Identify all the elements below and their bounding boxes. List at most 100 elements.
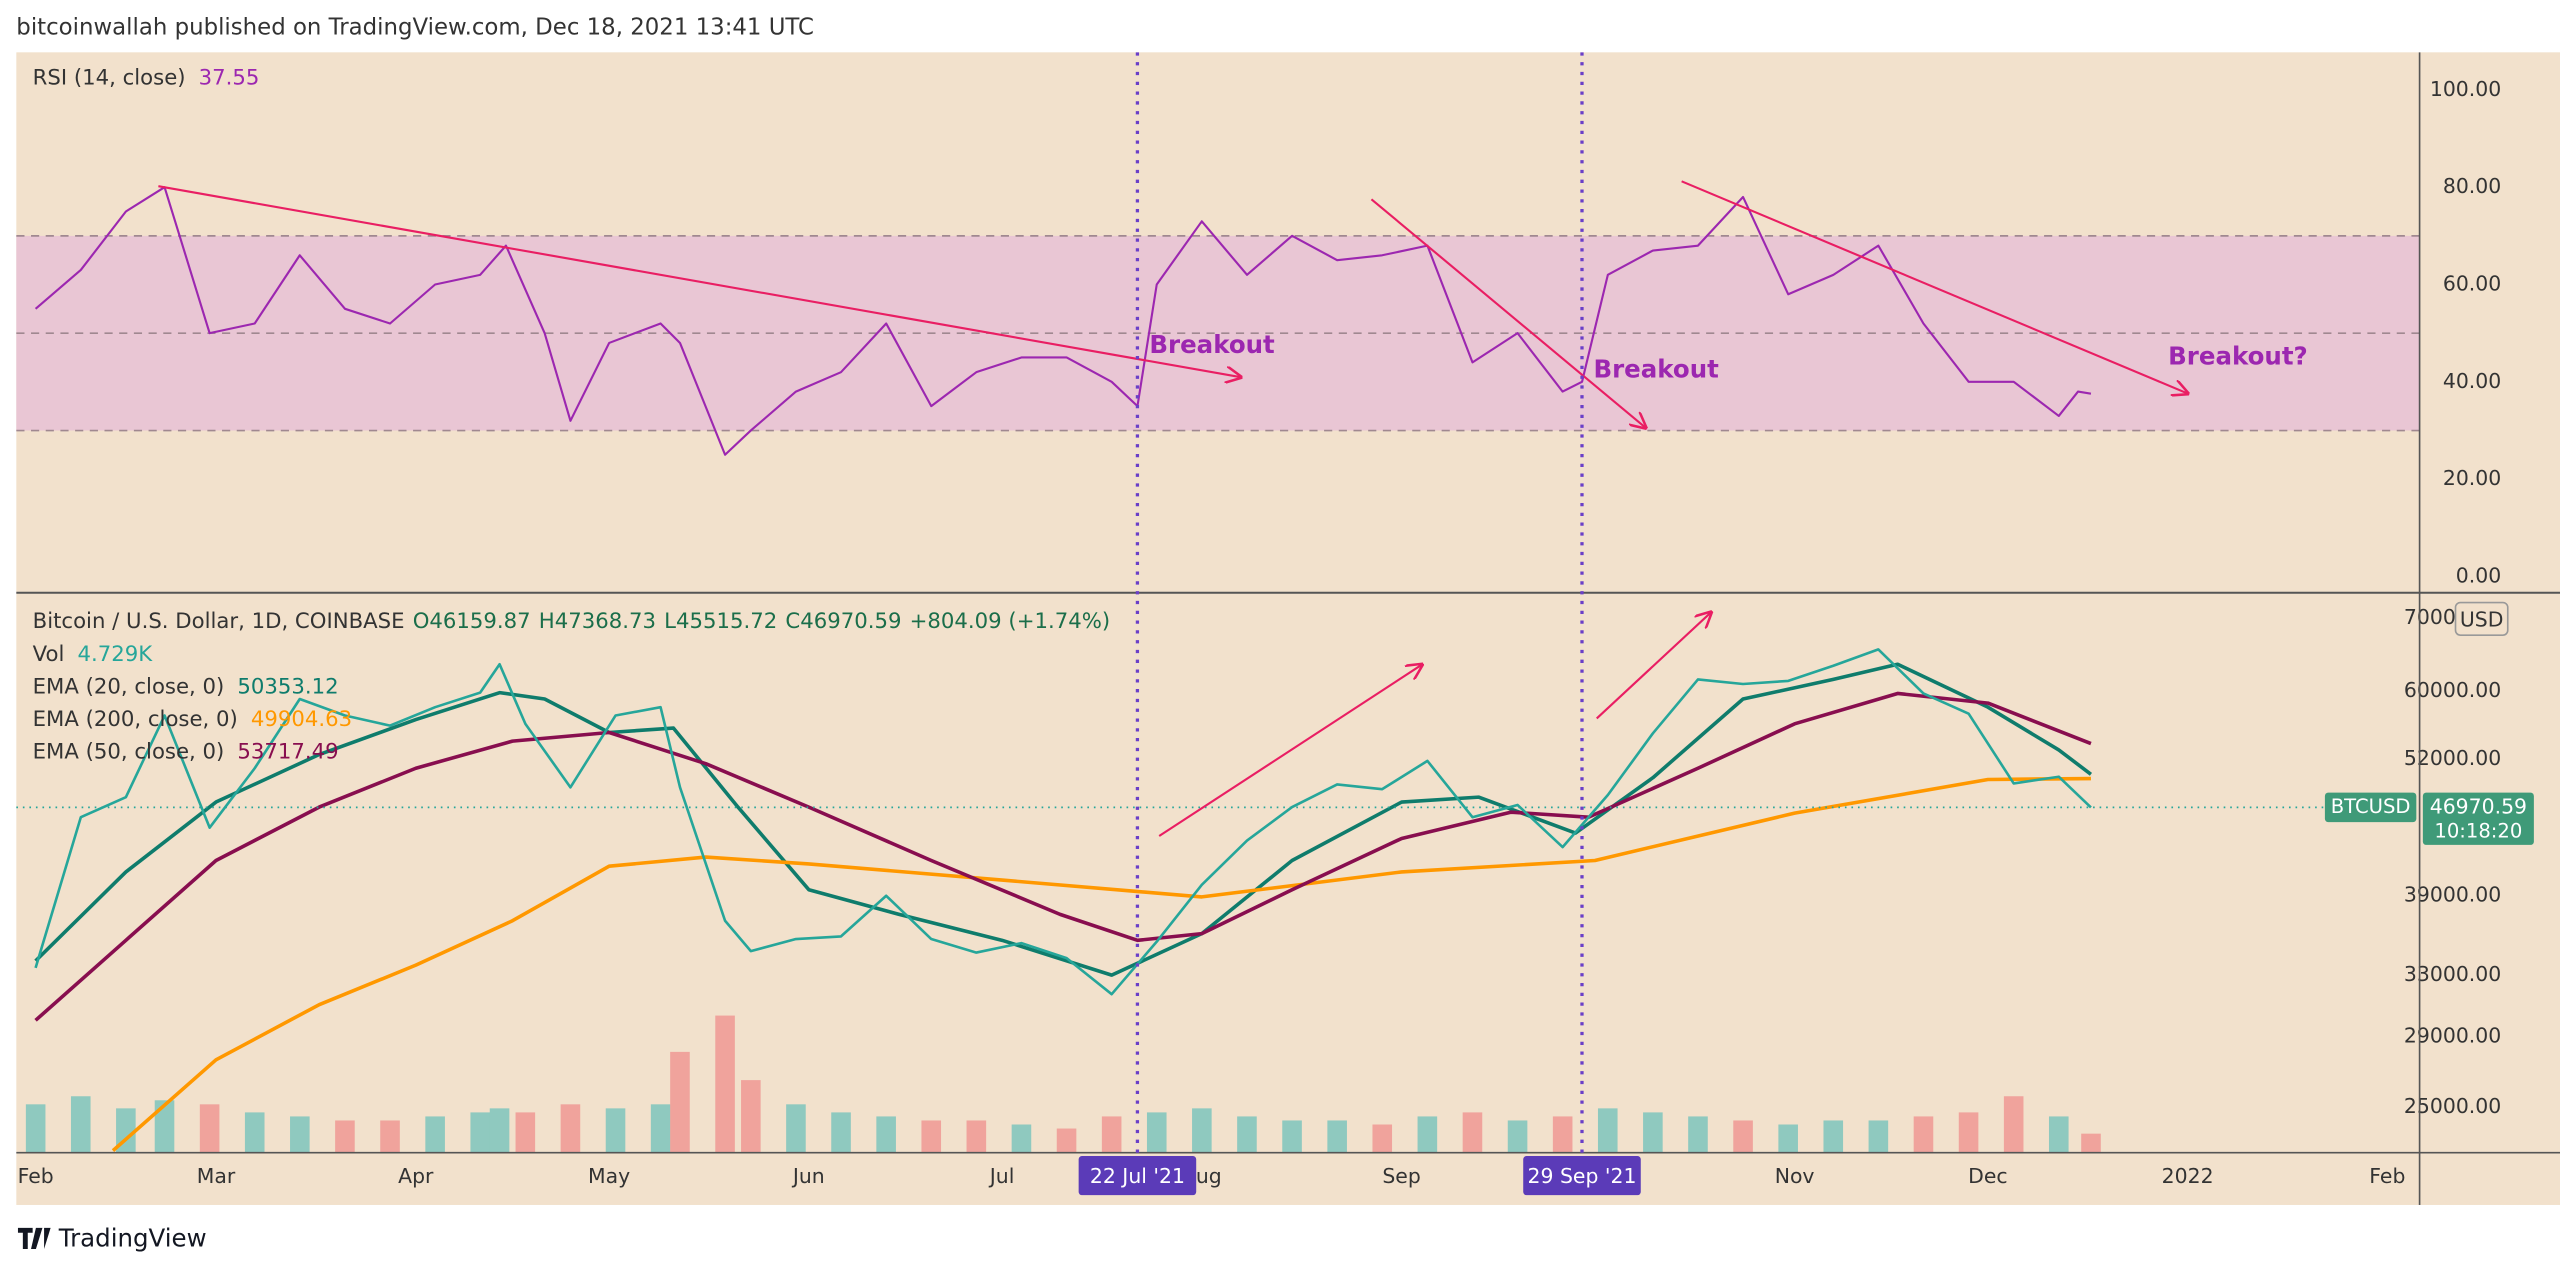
volume-bar — [470, 1112, 491, 1153]
x-tick-label: Mar — [197, 1164, 236, 1188]
volume-bar — [605, 1108, 626, 1153]
logo-icon — [17, 1227, 51, 1250]
volume-bar — [1552, 1116, 1573, 1153]
volume-bar — [2081, 1133, 2101, 1153]
volume-bar — [1643, 1112, 1663, 1153]
price-tick-label: 29000.00 — [2404, 1023, 2501, 1047]
volume-bar — [650, 1104, 671, 1153]
volume-bar — [70, 1096, 91, 1153]
volume-bar — [1868, 1120, 1889, 1153]
currency-box — [2454, 601, 2509, 636]
ema-name: EMA (50, close, 0) — [33, 740, 225, 765]
ema-value: 49904.63 — [251, 707, 352, 732]
volume-bar — [1056, 1128, 1077, 1153]
volume-value: 4.729K — [77, 642, 153, 667]
volume-bar — [1417, 1116, 1438, 1153]
price-tick-label: 60000.00 — [2404, 678, 2501, 702]
symbol-tag-label: BTCUSD — [2331, 795, 2411, 818]
price-legend: Bitcoin / U.S. Dollar, 1D, COINBASE O4615… — [33, 609, 1111, 634]
x-tick-label: Dec — [1968, 1164, 2007, 1188]
volume-bar — [560, 1104, 581, 1153]
ema-name: EMA (20, close, 0) — [33, 674, 225, 699]
ohlc-label: O46159.87 — [413, 609, 531, 634]
x-tick-label: Apr — [398, 1164, 434, 1188]
trend-line — [158, 185, 1240, 377]
ohlc-label: +804.09 (+1.74%) — [910, 609, 1111, 634]
rsi-tick-label: 80.00 — [2443, 174, 2501, 198]
ohlc-label: H47368.73 — [539, 609, 656, 634]
rsi-tick-label: 100.00 — [2430, 77, 2501, 101]
x-tick-label: Feb — [2369, 1164, 2405, 1188]
volume-bar — [786, 1104, 806, 1153]
marker-label: 29 Sep '21 — [1528, 1164, 1637, 1188]
price-tick-label: 25000.00 — [2404, 1094, 2501, 1118]
volume-bar — [380, 1120, 400, 1153]
volume-bar — [1192, 1108, 1212, 1153]
tv-logo: TradingView — [17, 1223, 207, 1252]
volume-bar — [1372, 1124, 1393, 1153]
volume-bar — [515, 1112, 536, 1153]
volume-bar — [1011, 1124, 1032, 1153]
ohlc-label: C46970.59 — [785, 609, 901, 634]
rsi-tick-label: 60.00 — [2443, 272, 2501, 296]
volume-bar — [831, 1112, 851, 1153]
volume-bar — [244, 1112, 265, 1153]
x-tick-label: Feb — [18, 1164, 54, 1188]
annotation: Breakout? — [2168, 342, 2308, 371]
trend-line — [1158, 665, 1422, 837]
volume-bar — [290, 1116, 310, 1153]
marker-box — [1523, 1156, 1641, 1196]
volume-bar — [1913, 1116, 1934, 1153]
trend-lines — [158, 180, 2188, 837]
x-tick-label: 2022 — [2162, 1164, 2214, 1188]
ema-line — [111, 776, 2091, 1152]
rsi-value: 37.55 — [199, 65, 260, 90]
x-tick-label: Sep — [1382, 1164, 1420, 1188]
volume-bar — [1282, 1120, 1302, 1153]
rsi-line — [34, 186, 2092, 456]
x-tick-label: Nov — [1775, 1164, 1815, 1188]
ohlc-label: L45515.72 — [664, 609, 777, 634]
volume-bar — [966, 1120, 987, 1153]
rsi-title: RSI (14, close) — [33, 65, 186, 90]
symbol-title: Bitcoin / U.S. Dollar, 1D, COINBASE — [33, 609, 405, 634]
volume-bar — [1778, 1124, 1798, 1153]
volume-bar — [1688, 1116, 1708, 1153]
volume-bar — [25, 1104, 46, 1153]
ema-legend: EMA (200, close, 0) 49904.63 — [33, 707, 352, 732]
volume-bar — [1462, 1112, 1483, 1153]
price-tick-label: 33000.00 — [2404, 962, 2501, 986]
volume-name: Vol — [33, 642, 65, 667]
trend-line — [1681, 180, 2188, 393]
rsi-tick-label: 0.00 — [2456, 564, 2501, 588]
ema-legend: EMA (50, close, 0) 53717.49 — [33, 740, 339, 765]
volume-bar — [335, 1120, 355, 1153]
ema-value: 53717.49 — [237, 740, 338, 765]
footer-bg — [0, 1204, 2560, 1272]
overlay-layer: Breakout Breakout Breakout? Bitcoin / U.S. … — [33, 52, 2534, 1196]
volume-bar — [199, 1104, 220, 1153]
annotation: Breakout — [1593, 355, 1719, 384]
volume-legend: Vol 4.729K — [33, 642, 154, 667]
price-tick-label: 39000.00 — [2404, 883, 2501, 907]
volume-bar — [715, 1015, 735, 1153]
volume-bar — [741, 1080, 761, 1153]
volume-bar — [2003, 1096, 2024, 1153]
trend-line — [1370, 198, 1645, 428]
trend-line — [1596, 612, 1711, 720]
volume-bar — [1507, 1120, 1528, 1153]
price-tag — [2422, 792, 2534, 845]
price-tag-label: 46970.59 — [2430, 794, 2527, 818]
volume-bar — [1823, 1120, 1844, 1153]
rsi-tick-label: 20.00 — [2443, 466, 2501, 490]
volume-bar — [1146, 1112, 1167, 1153]
volume-bar — [1597, 1108, 1618, 1153]
close-line — [34, 648, 2092, 996]
footer-brand: TradingView — [58, 1223, 207, 1252]
price-tick-label: 52000.00 — [2404, 746, 2501, 770]
volume-bar — [425, 1116, 445, 1153]
annotation: Breakout — [1149, 330, 1275, 359]
marker-box — [1078, 1156, 1197, 1196]
